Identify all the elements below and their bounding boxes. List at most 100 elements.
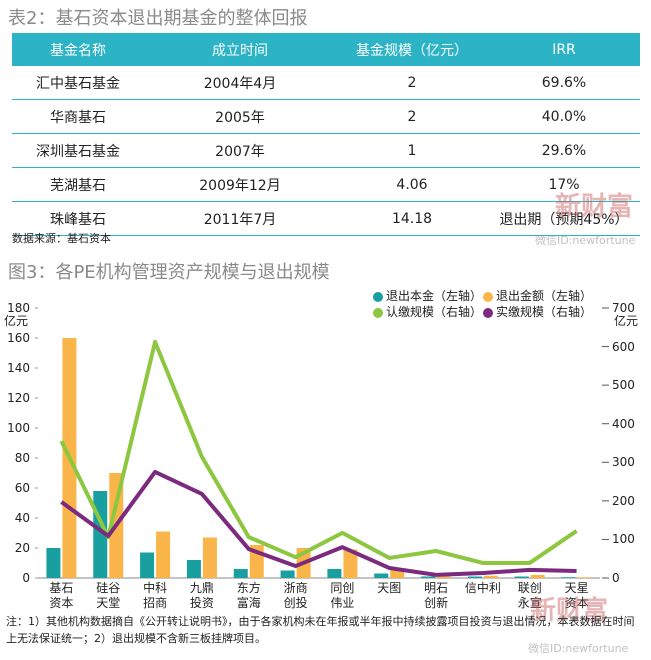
y-tick-label: 120 — [7, 391, 30, 405]
table-cell: 4.06 — [336, 167, 488, 202]
bar — [437, 576, 452, 578]
table-title: 表2：基石资本退出期基金的整体回报 — [8, 8, 308, 29]
bar — [390, 570, 405, 578]
header-cell: 基金规模（亿元） — [336, 33, 488, 66]
x-tick-label: 信中利 — [464, 581, 501, 595]
table-cell: 2011年7月 — [144, 201, 336, 236]
chart-title: 图3：各PE机构管理资产规模与退出规模 — [8, 262, 330, 283]
source: 数据来源：基石资本 — [12, 232, 111, 245]
watermark-id: 微信ID:newfortune — [535, 234, 636, 247]
chart: 0 20 40 60 80 100 120 140 160 180 0 100 200 300 400 500… — [0, 288, 651, 610]
y2-tick-label: 500 — [612, 378, 635, 393]
y-tick-label: 60 — [14, 481, 30, 495]
header-cell: 成立时间 — [144, 33, 336, 66]
y2-tick-label: 200 — [612, 493, 635, 508]
bar — [327, 569, 342, 578]
bar — [233, 569, 248, 578]
table-cell: 2009年12月 — [144, 167, 336, 202]
table-cell: 29.6% — [488, 133, 640, 168]
y2-tick-label: 100 — [612, 532, 635, 547]
table-cell: 深圳基石基金 — [12, 133, 144, 168]
table-row: 华商基石 2005年 2 40.0% — [12, 99, 640, 134]
x-tick-label: 中科 招商 — [143, 581, 168, 610]
y2-tick-label: 0 — [612, 571, 620, 585]
table-cell: 汇中基石基金 — [12, 66, 144, 100]
y-tick-label: 40 — [14, 511, 30, 525]
y-tick-label: 20 — [14, 541, 30, 555]
table-row: 珠峰基石 2011年7月 14.18 退出期（预期45%） — [12, 201, 640, 236]
y-unit: 亿元 — [4, 314, 29, 328]
table-cell: 2004年4月 — [144, 66, 336, 100]
x-tick-label: 天星 资本 — [564, 581, 589, 610]
table-cell: 2007年 — [144, 133, 336, 168]
table-row: 芜湖基石 2009年12月 4.06 17% — [12, 167, 640, 202]
x-tick-label: 九鼎 投资 — [189, 581, 214, 610]
table-cell: 17% — [488, 167, 640, 202]
y-tick-label: 160 — [7, 331, 30, 345]
x-tick-label: 同创 伟业 — [330, 581, 355, 610]
bar — [46, 548, 61, 578]
legend-label: 实缴规模（右轴） — [496, 305, 593, 319]
bar — [140, 552, 155, 578]
table-cell: 芜湖基石 — [12, 167, 144, 202]
legend-swatch — [373, 292, 383, 302]
y2-tick-label: 700 — [612, 301, 635, 315]
table-cell: 14.18 — [336, 201, 488, 236]
x-tick-label: 硅谷 天堂 — [96, 581, 121, 610]
bar — [421, 576, 436, 578]
bar — [156, 531, 171, 578]
watermark-id: 微信ID:newfortune — [528, 642, 629, 655]
bar — [186, 560, 201, 578]
y2-tick-label: 300 — [612, 455, 635, 470]
table-cell: 40.0% — [488, 99, 640, 134]
legend-label: 退出本金（左轴） — [386, 289, 483, 303]
bar — [530, 575, 545, 578]
y2-tick-label: 400 — [612, 416, 635, 431]
table: 基金名称 成立时间 基金规模（亿元） IRR 汇中基石基金 2004年4月 2 69.… — [12, 33, 640, 236]
y-tick-label: 180 — [7, 301, 30, 315]
note: 注：1）其他机构数据摘自《公开转让说明书》，由于各家机构未在年报或半年报中持续披… — [6, 615, 635, 645]
bar — [514, 576, 529, 578]
x-tick-label: 基石 资本 — [49, 581, 74, 610]
y-tick-label: 100 — [7, 421, 30, 435]
chart-svg — [35, 292, 609, 579]
table-cell: 2 — [336, 66, 488, 100]
y2-unit: 亿元 — [614, 314, 639, 328]
bar — [561, 577, 576, 578]
legend-swatch — [483, 292, 493, 302]
bar — [483, 575, 498, 578]
x-tick-label: 浙商 创投 — [283, 581, 308, 610]
legend-label: 退出金额（左轴） — [496, 289, 593, 303]
header-cell: IRR — [488, 33, 640, 66]
table-cell: 华商基石 — [12, 99, 144, 134]
bar — [374, 573, 389, 578]
legend-label: 认缴规模（右轴） — [386, 305, 483, 319]
line — [60, 469, 577, 577]
x-tick-label: 天图 — [377, 581, 402, 595]
legend-swatch — [373, 308, 383, 318]
legend-swatch — [483, 308, 493, 318]
y-tick-label: 140 — [7, 361, 30, 375]
bar — [280, 570, 295, 578]
x-tick-label: 联创 永宣 — [517, 581, 542, 610]
table-cell: 2005年 — [144, 99, 336, 134]
table-cell: 2 — [336, 99, 488, 134]
watermark: 新财富 — [555, 192, 634, 222]
table-cell: 珠峰基石 — [12, 201, 144, 236]
table-cell: 69.6% — [488, 66, 640, 100]
y2-tick-label: 600 — [612, 339, 635, 354]
y-tick-label: 0 — [22, 571, 30, 585]
x-tick-label: 明石 创新 — [424, 581, 449, 610]
watermark: 新财富 — [530, 596, 609, 626]
bar — [343, 549, 358, 578]
y-tick-label: 80 — [14, 451, 30, 465]
bar — [202, 537, 217, 578]
table-cell: 1 — [336, 133, 488, 168]
bar — [577, 577, 592, 578]
table-row: 深圳基石基金 2007年 1 29.6% — [12, 133, 640, 168]
table-cell: 退出期（预期45%） — [488, 201, 640, 236]
line — [59, 339, 578, 565]
header-cell: 基金名称 — [12, 33, 144, 66]
table-row: 汇中基石基金 2004年4月 2 69.6% — [12, 66, 640, 100]
